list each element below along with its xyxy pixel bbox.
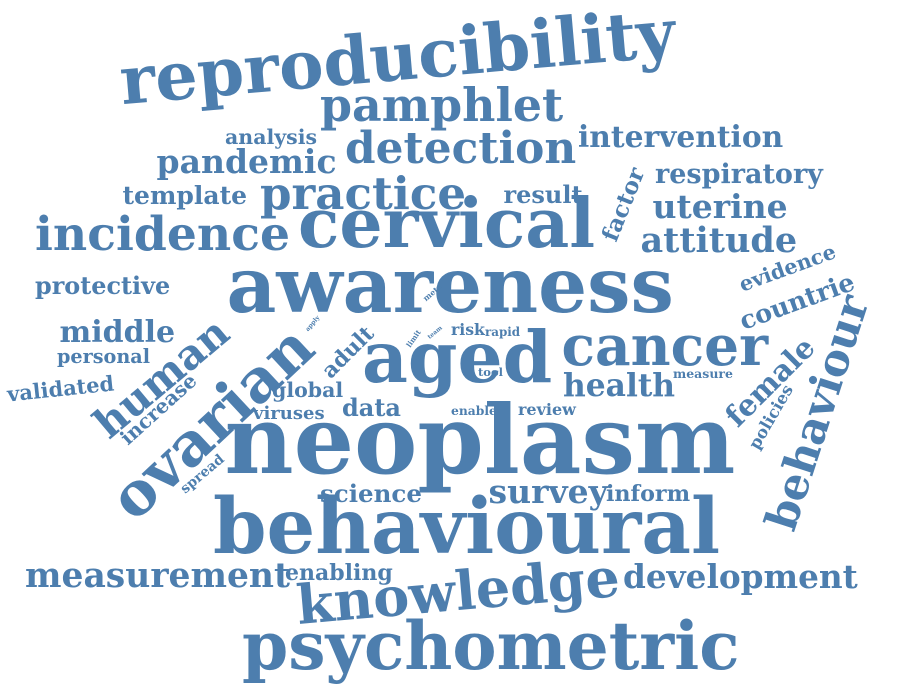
word-development: development (623, 561, 858, 594)
word-template: template (123, 183, 248, 208)
word-middle: middle (60, 318, 176, 348)
word-personal: personal (57, 347, 150, 366)
word-neoplasm: neoplasm (225, 393, 736, 488)
word-measurement: measurement (25, 559, 290, 594)
word-aged: aged (362, 322, 552, 393)
word-protective: protective (35, 275, 170, 299)
word-psychometric: psychometric (242, 613, 740, 679)
word-intervention: intervention (578, 123, 783, 153)
word-measure: measure (673, 368, 733, 381)
word-detection: detection (345, 127, 576, 171)
word-behavioural: behavioural (213, 489, 720, 566)
word-respiratory: respiratory (655, 161, 823, 188)
word-uterine: uterine (653, 190, 788, 223)
word-cancer: cancer (562, 318, 769, 373)
word-pamphlet: pamphlet (320, 83, 563, 129)
word-tool: tool (478, 367, 503, 379)
